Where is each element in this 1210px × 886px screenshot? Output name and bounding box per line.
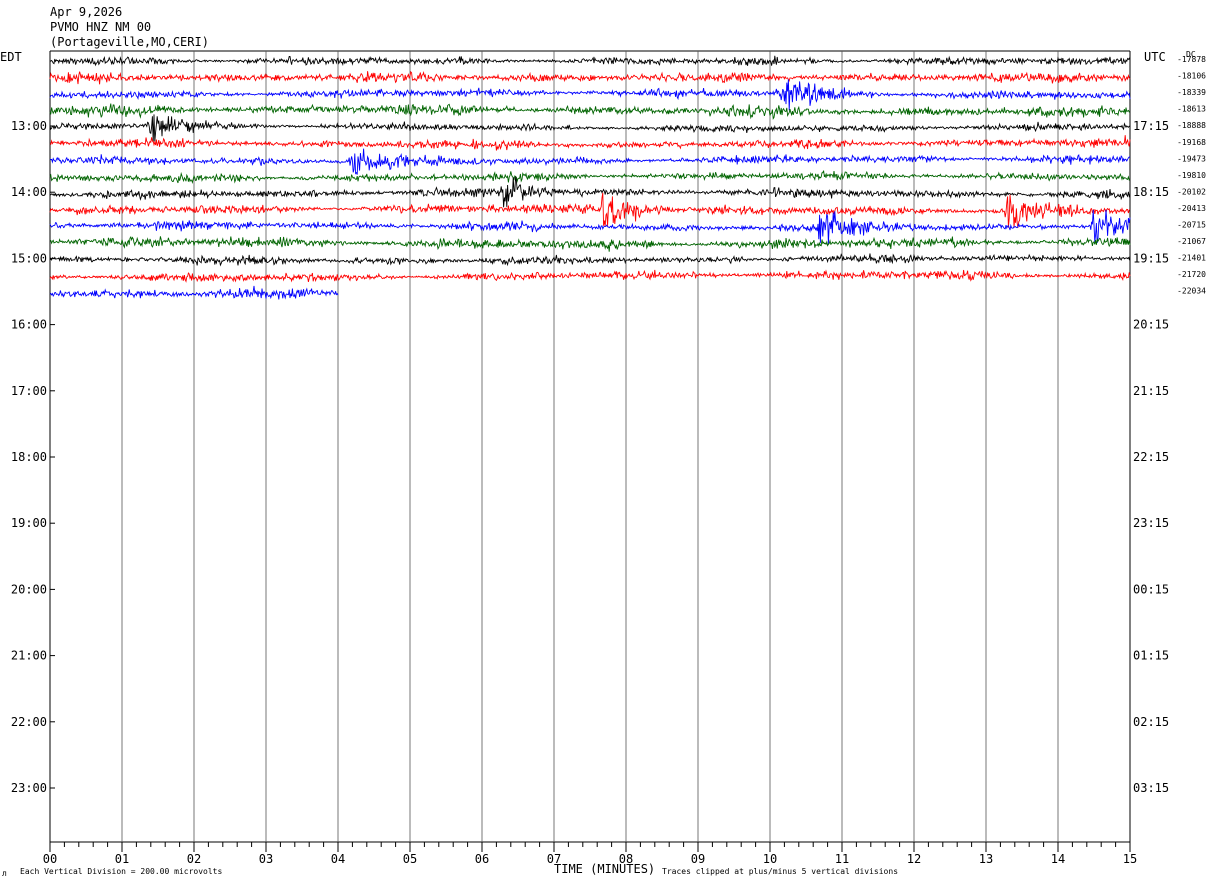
- x-tick-label: 02: [187, 852, 201, 866]
- right-hour-label: 03:15: [1133, 781, 1169, 795]
- header-location: (Portageville,MO,CERI): [50, 35, 209, 49]
- seismogram-trace: [49, 285, 339, 300]
- header-date: Apr 9,2026: [50, 5, 122, 19]
- left-zone-label: EDT: [0, 50, 22, 64]
- dc-offset-label: -19473: [1177, 154, 1206, 163]
- left-hour-label: 20:00: [11, 582, 47, 596]
- x-axis-title: TIME (MINUTES): [554, 862, 655, 876]
- corner-mark: л: [2, 869, 7, 878]
- x-tick-label: 06: [475, 852, 489, 866]
- left-hour-label: 17:00: [11, 384, 47, 398]
- dc-offset-labels: -17878 -18106 -18339 -18613 -18888 -19168 -194…: [1177, 55, 1206, 296]
- right-hour-label: 02:15: [1133, 715, 1169, 729]
- scale-note: Each Vertical Division = 200.00 microvol…: [20, 867, 222, 876]
- right-hour-label: 20:15: [1133, 318, 1169, 332]
- x-tick-label: 10: [763, 852, 777, 866]
- seismogram-trace: [49, 135, 1131, 151]
- x-tick-label: 04: [331, 852, 345, 866]
- x-tick-label: 13: [979, 852, 993, 866]
- trace-layer: [49, 55, 1131, 300]
- x-tick-label: 09: [691, 852, 705, 866]
- x-tick-label: 15: [1123, 852, 1137, 866]
- right-hour-label: 00:15: [1133, 582, 1169, 596]
- left-hour-label: 13:00: [11, 119, 47, 133]
- seismogram-trace: [49, 170, 1131, 184]
- right-hour-label: 17:15: [1133, 119, 1169, 133]
- seismogram-trace: [49, 148, 1131, 175]
- dc-heading: DC: [1186, 50, 1196, 59]
- seismogram-trace: [49, 103, 1131, 120]
- x-tick-label: 11: [835, 852, 849, 866]
- dc-offset-label: -18339: [1177, 88, 1206, 97]
- dc-offset-label: -21401: [1177, 254, 1206, 263]
- seismogram-trace: [49, 192, 1131, 228]
- right-hour-label: 01:15: [1133, 649, 1169, 663]
- left-hour-label: 23:00: [11, 781, 47, 795]
- x-tick-label: 14: [1051, 852, 1065, 866]
- dc-offset-label: -21720: [1177, 270, 1206, 279]
- dc-offset-label: -21067: [1177, 237, 1206, 246]
- x-tick-label: 05: [403, 852, 417, 866]
- x-tick-label: 07: [547, 852, 561, 866]
- left-hour-label: 14:00: [11, 185, 47, 199]
- seismogram-trace: [49, 176, 1131, 208]
- seismogram-trace: [49, 114, 1131, 143]
- right-time-labels: 17:15 18:15 19:15 20:15 21:15 22:15 23:15 00:15…: [1133, 119, 1169, 795]
- dc-offset-label: -18106: [1177, 72, 1206, 81]
- seismogram-trace: [49, 70, 1131, 85]
- x-tick-label: 00: [43, 852, 57, 866]
- seismogram-trace: [49, 269, 1131, 283]
- seismogram-trace: [49, 209, 1131, 245]
- dc-offset-label: -18613: [1177, 105, 1206, 114]
- chart-grid: [49, 50, 1131, 843]
- right-hour-label: 23:15: [1133, 516, 1169, 530]
- x-tick-label: 08: [619, 852, 633, 866]
- x-tick-label: 12: [907, 852, 921, 866]
- seismogram-trace: [49, 235, 1131, 252]
- left-hour-label: 15:00: [11, 251, 47, 265]
- seismogram-trace: [49, 79, 1131, 111]
- left-hour-label: 18:00: [11, 450, 47, 464]
- dc-offset-label: -20715: [1177, 221, 1206, 230]
- right-hour-label: 18:15: [1133, 185, 1169, 199]
- left-hour-label: 22:00: [11, 715, 47, 729]
- right-hour-label: 22:15: [1133, 450, 1169, 464]
- dc-offset-label: -17878: [1177, 55, 1206, 64]
- left-hour-label: 21:00: [11, 649, 47, 663]
- right-zone-label: UTC: [1144, 50, 1166, 64]
- left-time-labels: 13:00 14:00 15:00 16:00 17:00 18:00 19:00 20:00…: [11, 119, 55, 795]
- dc-offset-label: -18888: [1177, 121, 1206, 130]
- dc-offset-label: -19168: [1177, 138, 1206, 147]
- dc-offset-label: -20413: [1177, 204, 1206, 213]
- dc-offset-label: -22034: [1177, 287, 1206, 296]
- clip-note: Traces clipped at plus/minus 5 vertical …: [662, 867, 898, 876]
- x-tick-label: 01: [115, 852, 129, 866]
- right-hour-label: 19:15: [1133, 251, 1169, 265]
- right-hour-label: 21:15: [1133, 384, 1169, 398]
- left-hour-label: 16:00: [11, 318, 47, 332]
- seismogram-trace: [49, 253, 1131, 267]
- dc-offset-label: -19810: [1177, 171, 1206, 180]
- x-tick-label: 03: [259, 852, 273, 866]
- left-hour-label: 19:00: [11, 516, 47, 530]
- seismogram-trace: [49, 55, 1131, 67]
- dc-offset-label: -20102: [1177, 187, 1206, 196]
- x-axis-ticks: 00 01 02 03 04 05 06 07 08 09 10 11 12 13 14 15: [43, 842, 1137, 866]
- header-station: PVMO HNZ NM 00: [50, 20, 151, 34]
